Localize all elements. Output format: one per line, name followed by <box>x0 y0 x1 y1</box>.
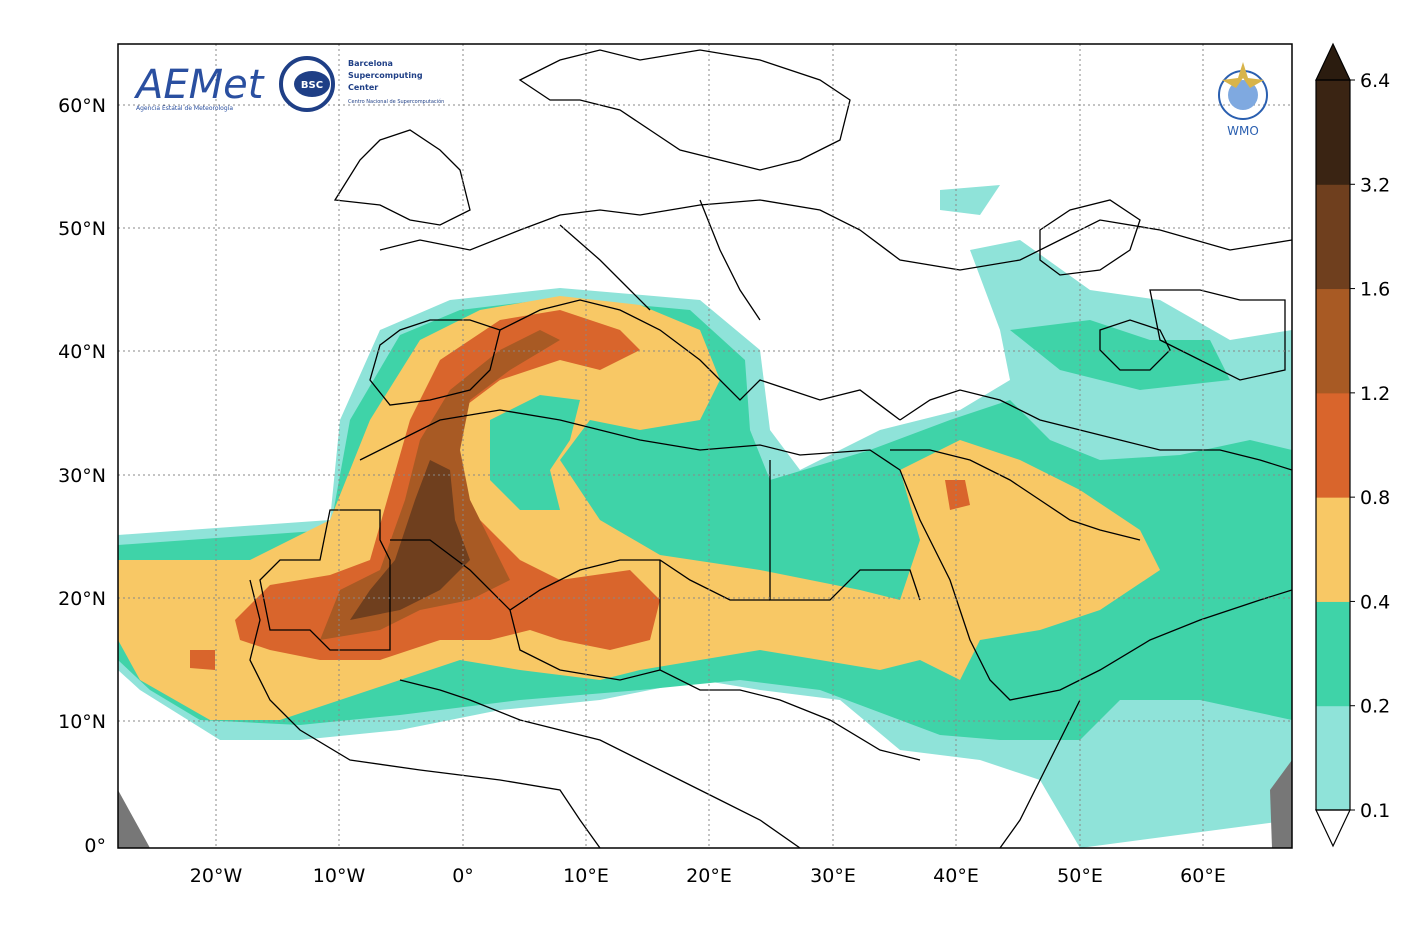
colorbar-segment <box>1316 392 1350 498</box>
colorbar-segment <box>1316 184 1350 290</box>
no-data-area <box>1270 760 1292 848</box>
lon-label: 10°W <box>313 865 366 887</box>
colorbar-tick-label: 6.4 <box>1360 70 1390 92</box>
colorbar-tick-label: 0.8 <box>1360 487 1390 509</box>
no-data-area <box>118 790 150 848</box>
colorbar-tick-label: 1.2 <box>1360 383 1390 405</box>
level-0.8-area <box>945 480 970 510</box>
colorbar-tick-label: 0.4 <box>1360 591 1390 613</box>
aemet-logo-text: AEMet <box>133 62 265 108</box>
lon-label: 30°E <box>810 865 856 887</box>
aemet-logo-subtext: Agencia Estatal de Meteorología <box>136 105 233 112</box>
lon-axis-labels: 20°W 10°W 0° 10°E 20°E 30°E 40°E 50°E 60… <box>190 865 1226 887</box>
colorbar-extend-min <box>1315 809 1351 848</box>
colorbar-outline <box>1315 79 1351 811</box>
colorbar-segment <box>1316 497 1350 602</box>
level-0.2-area <box>490 395 580 510</box>
bsc-subtext: Centro Nacional de Supercomputación <box>348 98 444 105</box>
coastlines <box>249 49 1292 848</box>
lon-label: 20°W <box>190 865 243 887</box>
colorbar-tick-label: 3.2 <box>1360 174 1390 196</box>
wmo-logo-text: WMO <box>1227 124 1259 138</box>
colorbar: 0.1 0.2 0.4 0.8 1.2 1.6 3.2 6.4 <box>1315 42 1390 848</box>
colorbar-tick-label: 0.2 <box>1360 696 1390 718</box>
colorbar-extend-max <box>1315 42 1351 81</box>
lon-label: 20°E <box>686 865 732 887</box>
lat-label: 60°N <box>58 95 106 117</box>
lon-label: 60°E <box>1180 865 1226 887</box>
lat-label: 20°N <box>58 588 106 610</box>
lon-label: 10°E <box>563 865 609 887</box>
map-plot <box>118 44 1292 848</box>
lat-label: 50°N <box>58 218 106 240</box>
lon-label: 50°E <box>1057 865 1103 887</box>
colorbar-segment <box>1316 288 1350 394</box>
lon-label: 0° <box>452 865 474 887</box>
bsc-name-line2: Supercomputing <box>348 71 423 80</box>
bsc-logo: BSC Barcelona Supercomputing Center Cent… <box>279 56 444 112</box>
lat-label: 10°N <box>58 711 106 733</box>
map-frame <box>117 43 1293 849</box>
bsc-name-line3: Center <box>348 83 378 92</box>
bsc-name-line1: Barcelona <box>348 59 393 68</box>
lat-axis-labels: 60°N 50°N 40°N 30°N 20°N 10°N 0° <box>58 95 106 857</box>
level-0.1-area <box>940 185 1000 215</box>
colorbar-segment <box>1316 80 1350 185</box>
level-0.8-area <box>190 650 215 670</box>
lat-label: 0° <box>84 835 106 857</box>
aemet-logo: AEMet Agencia Estatal de Meteorología <box>133 62 265 112</box>
lat-label: 30°N <box>58 465 106 487</box>
lon-label: 40°E <box>933 865 979 887</box>
wmo-logo: WMO <box>1218 62 1268 138</box>
colorbar-tick-label: 1.6 <box>1360 279 1390 301</box>
colorbar-segment <box>1316 705 1350 811</box>
bsc-badge: BSC <box>301 80 323 91</box>
colorbar-tick-label: 0.1 <box>1360 800 1390 822</box>
level-0.2-area <box>1010 320 1230 390</box>
lat-label: 40°N <box>58 341 106 363</box>
colorbar-segment <box>1316 601 1350 707</box>
